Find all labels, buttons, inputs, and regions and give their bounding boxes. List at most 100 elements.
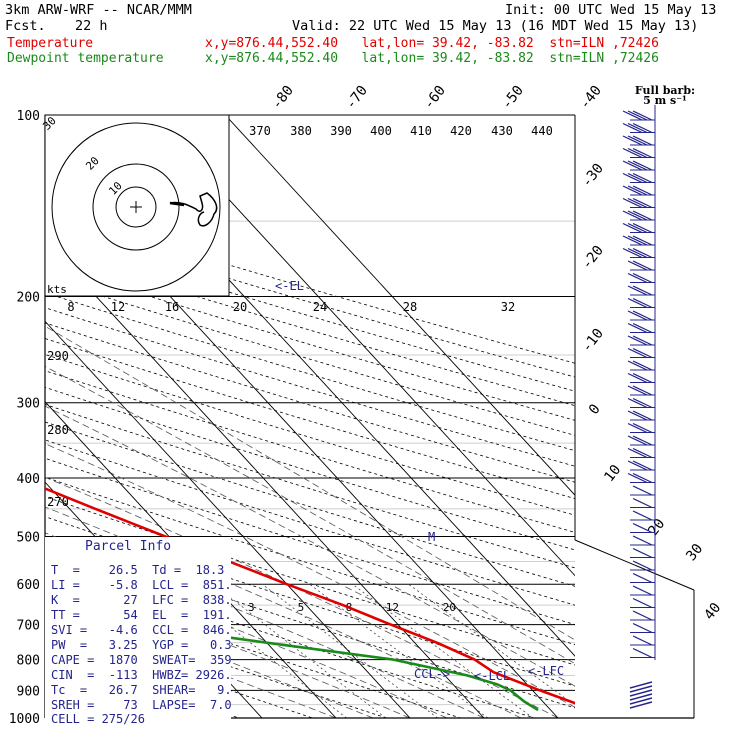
wind-barb-flag xyxy=(632,122,653,134)
wind-barb-flag xyxy=(627,372,648,384)
wind-barb-key-title: Full barb: xyxy=(635,84,695,97)
wind-barb-flag xyxy=(627,160,648,171)
wind-barb xyxy=(627,310,655,321)
wind-barb-flag xyxy=(622,247,643,259)
wind-barb-flag xyxy=(622,147,643,159)
wind-barb-flag xyxy=(622,110,643,121)
wind-barb-low xyxy=(629,701,653,709)
dry-adiabat-line xyxy=(45,602,389,718)
wind-barb-flag xyxy=(627,410,648,421)
wind-barb xyxy=(627,435,655,446)
wind-barb-flag xyxy=(632,160,653,171)
wind-barb xyxy=(630,622,655,634)
dry-adiabat-line xyxy=(45,476,575,645)
wind-barb-flag xyxy=(627,147,648,159)
wind-barb-flag xyxy=(632,110,653,121)
wind-barb xyxy=(630,597,655,609)
sounding-annotation: <-EL xyxy=(275,279,304,293)
wind-barb-flag xyxy=(632,222,653,234)
wind-barb xyxy=(630,522,655,534)
moist-adiabat-line xyxy=(45,365,575,665)
fcst-value: 22 h xyxy=(75,18,108,34)
pressure-tick-label: 1000 xyxy=(9,712,40,727)
wind-barb-low xyxy=(629,681,653,689)
hodograph-speed-label: 20 xyxy=(233,300,247,314)
wind-barb-flag xyxy=(632,347,653,359)
wind-barb-flag xyxy=(627,247,648,259)
wind-barb xyxy=(622,247,655,259)
wind-barb-flag xyxy=(622,122,643,134)
wind-barb xyxy=(627,422,655,434)
wind-barb-flag xyxy=(632,397,653,409)
parcel-info-box: Parcel Info T = 26.5 Td = 18.3 LI = -5.8… xyxy=(45,537,232,726)
hodograph-speed-label: 12 xyxy=(111,300,125,314)
wind-barb-flag xyxy=(627,447,648,459)
wind-barb-flag xyxy=(627,335,648,346)
wind-barb-flag xyxy=(627,297,648,309)
wind-barb-flag xyxy=(627,472,648,484)
right-corner-line xyxy=(574,539,695,591)
isotherm-label: -70 xyxy=(343,83,371,113)
sounding-annotation: M xyxy=(428,530,435,544)
wind-barb-flag xyxy=(622,172,643,184)
wind-barb xyxy=(622,160,655,171)
parcel-row: LI = -5.8 LCL = 851. xyxy=(51,578,232,592)
mixing-ratio-label: 5 xyxy=(298,601,305,614)
wind-barb-flag xyxy=(632,472,653,484)
wind-barb-flag xyxy=(632,135,653,146)
wind-barb-flag xyxy=(627,285,648,296)
sounding-series xyxy=(45,487,575,712)
parcel-row: CIN = -113 HWBZ= 2926. xyxy=(51,668,232,682)
pressure-tick-label: 200 xyxy=(17,291,40,306)
pressure-tick-label: 800 xyxy=(17,654,40,669)
wind-barb xyxy=(622,235,655,246)
dewpoint-line xyxy=(45,552,539,712)
wind-barb-flag xyxy=(632,547,653,559)
wind-barb-flag xyxy=(632,335,653,346)
wind-barb-flag xyxy=(627,172,648,184)
theta-e-label: 370 xyxy=(249,124,271,138)
theta-label: 280 xyxy=(47,423,69,437)
temperature-line xyxy=(45,487,575,705)
parcel-row: T = 26.5 Td = 18.3 xyxy=(51,563,225,577)
wind-barb xyxy=(627,385,655,396)
wind-barb xyxy=(627,347,655,359)
mixing-ratio-line xyxy=(213,583,386,718)
wind-barb-flag xyxy=(632,297,653,309)
wind-barb-flag xyxy=(632,372,653,384)
wind-barb-low xyxy=(629,693,653,701)
mixing-ratio-lines xyxy=(176,583,575,718)
wind-barb xyxy=(622,172,655,184)
isotherm-label: -30 xyxy=(579,161,607,191)
wind-barb-flag xyxy=(632,422,653,434)
wind-barb-flag xyxy=(627,460,648,471)
isotherm-label: 10 xyxy=(601,462,624,485)
pressure-tick-label: 100 xyxy=(17,109,40,124)
hodograph-unit-label: kts xyxy=(47,283,67,296)
wind-barb-flag xyxy=(632,597,653,609)
isotherm-label: -10 xyxy=(579,326,607,356)
isotherm-line xyxy=(224,115,575,496)
wind-barb xyxy=(630,485,655,496)
moist-adiabat-line xyxy=(45,592,374,718)
moist-adiabat-line xyxy=(45,608,337,718)
wind-barb-flag xyxy=(627,135,648,146)
wind-barb xyxy=(627,285,655,296)
parcel-info-title: Parcel Info xyxy=(85,539,172,554)
isotherm-label: -80 xyxy=(269,83,297,113)
hodograph-frame xyxy=(44,114,230,297)
wind-barb xyxy=(622,222,655,234)
theta-label: 270 xyxy=(47,495,69,509)
wind-barb xyxy=(630,535,655,546)
mixing-ratio-label: 3 xyxy=(248,601,255,614)
wind-barb xyxy=(622,185,655,196)
pressure-tick-label: 600 xyxy=(17,578,40,593)
parcel-row: SVI = -4.6 CCL = 846. xyxy=(51,623,232,637)
wind-barb-flag xyxy=(627,197,648,209)
moist-adiabat-line xyxy=(45,325,575,641)
legend-dewpoint-info: x,y=876.44,552.40 lat,lon= 39.42, -83.82… xyxy=(205,51,659,66)
isotherm-label: -20 xyxy=(579,243,607,273)
fcst-label: Fcst. xyxy=(5,18,46,34)
wind-barb xyxy=(622,197,655,209)
